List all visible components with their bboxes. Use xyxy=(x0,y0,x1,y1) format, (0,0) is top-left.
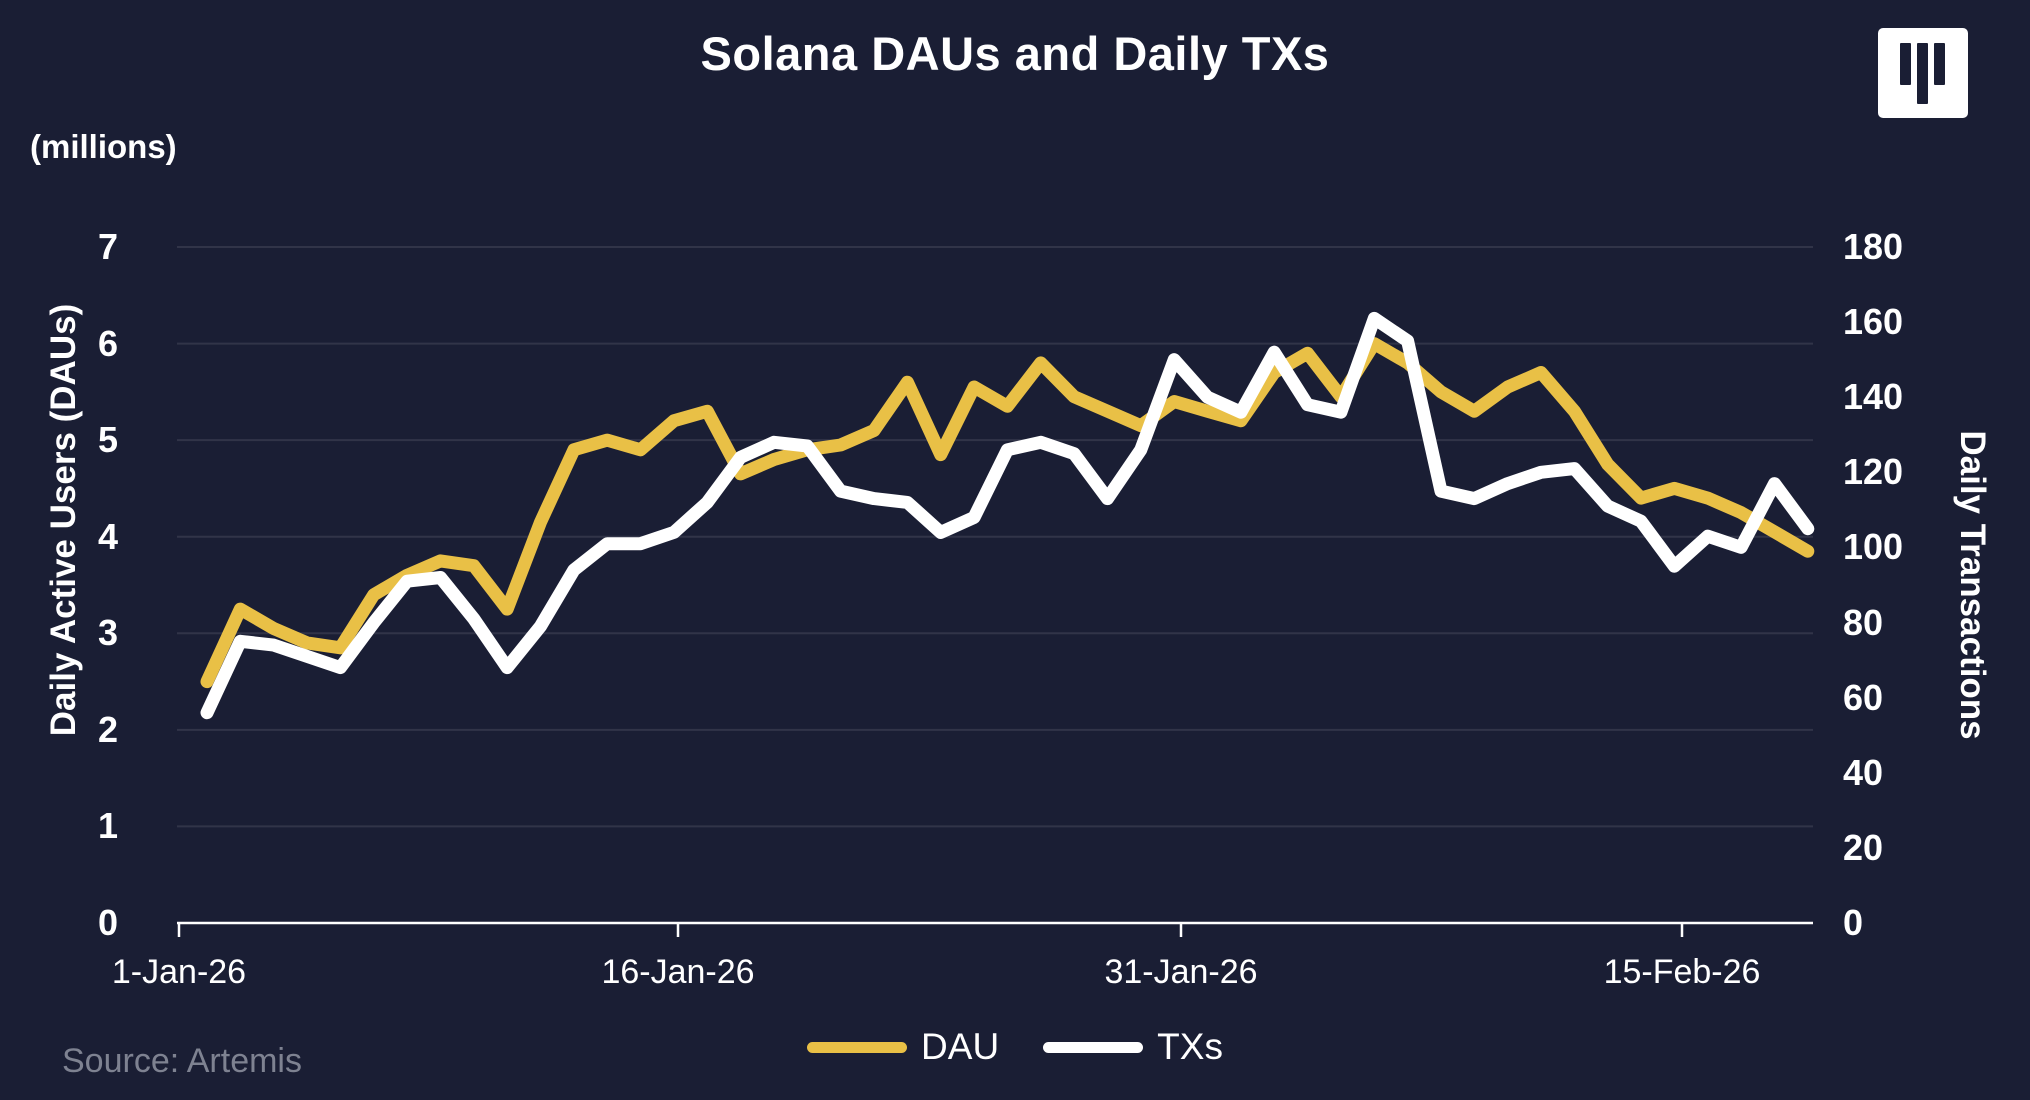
left-axis-tick: 6 xyxy=(97,322,118,364)
legend-label: TXs xyxy=(1157,1026,1223,1067)
right-axis-tick: 120 xyxy=(1843,451,1904,493)
left-axis-tick: 7 xyxy=(97,226,118,267)
legend-item-dau: DAU xyxy=(807,1026,999,1068)
legend-label: DAU xyxy=(921,1026,1000,1067)
left-axis-tick: 0 xyxy=(97,902,118,943)
right-axis-tick: 160 xyxy=(1843,301,1904,343)
left-axis-units-note: (millions) xyxy=(30,128,177,165)
right-axis-tick: 80 xyxy=(1843,601,1884,643)
legend-item-txs: TXs xyxy=(1043,1026,1223,1068)
x-axis-tick: 1-Jan-26 xyxy=(111,953,247,991)
left-axis-tick: 2 xyxy=(97,708,118,750)
left-axis-tick: 3 xyxy=(97,612,118,654)
left-axis-tick: 5 xyxy=(97,419,118,461)
x-axis-tick: 31-Jan-26 xyxy=(1104,953,1258,991)
left-axis-tick: 4 xyxy=(97,515,118,557)
right-axis-tick: 60 xyxy=(1843,676,1884,718)
logo-bar-middle xyxy=(1917,43,1928,104)
legend-swatch-txs xyxy=(1043,1041,1144,1053)
right-axis-tick: 140 xyxy=(1843,376,1904,418)
right-axis-tick: 40 xyxy=(1843,751,1884,793)
right-axis-tick: 100 xyxy=(1843,526,1904,568)
right-axis-tick: 180 xyxy=(1843,226,1904,267)
x-axis-tick: 15-Feb-26 xyxy=(1603,953,1761,991)
legend: DAU TXs xyxy=(0,1026,2030,1068)
artemis-logo-icon xyxy=(1878,28,1968,118)
logo-bar-left xyxy=(1900,43,1911,85)
logo-bar-right xyxy=(1934,43,1945,85)
x-axis-tick: 16-Jan-26 xyxy=(601,953,755,991)
legend-swatch-dau xyxy=(807,1041,908,1053)
chart-title: Solana DAUs and Daily TXs xyxy=(700,27,1330,80)
right-axis-tick: 0 xyxy=(1843,902,1864,943)
left-axis-tick: 1 xyxy=(97,805,118,847)
source-note: Source: Artemis xyxy=(62,1042,302,1080)
right-axis-tick: 20 xyxy=(1843,826,1884,868)
